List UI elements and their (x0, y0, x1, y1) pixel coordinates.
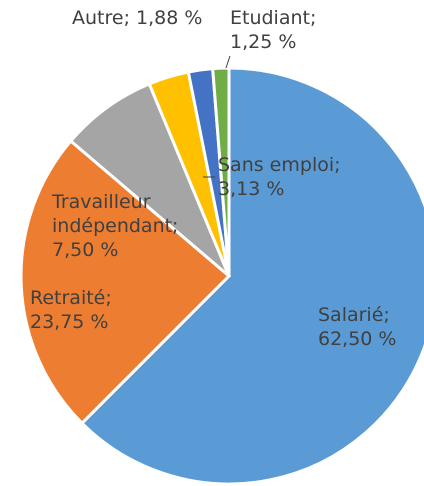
pie-slice (211, 66, 231, 277)
label-line: Autre; 1,88 % (72, 7, 202, 29)
label-line: 1,25 % (230, 31, 296, 53)
data-label: Sans emploi; 3,13 % (218, 154, 341, 200)
label-line: 23,75 % (30, 311, 109, 333)
data-label: Autre; 1,88 % (72, 7, 202, 29)
data-label: Etudiant; 1,25 % (230, 7, 316, 53)
label-line: 3,13 % (218, 178, 284, 200)
label-line: Etudiant; (230, 7, 316, 29)
label-line: 7,50 % (52, 239, 118, 261)
pie-slice (19, 138, 232, 426)
pie-slice (79, 66, 424, 486)
leader-line (225, 55, 231, 69)
label-line: Sans emploi; (218, 154, 341, 176)
data-label: Salarié; 62,50 % (318, 304, 397, 350)
data-label: Retraité; 23,75 % (30, 287, 112, 333)
label-line: 62,50 % (318, 328, 397, 350)
label-line: indépendant; (52, 215, 178, 237)
data-label: Travailleur indépendant; 7,50 % (51, 191, 178, 261)
label-line: Retraité; (30, 287, 112, 309)
pie-slice (68, 81, 231, 278)
label-line: Salarié; (318, 304, 390, 326)
label-line: Travailleur (51, 191, 151, 213)
